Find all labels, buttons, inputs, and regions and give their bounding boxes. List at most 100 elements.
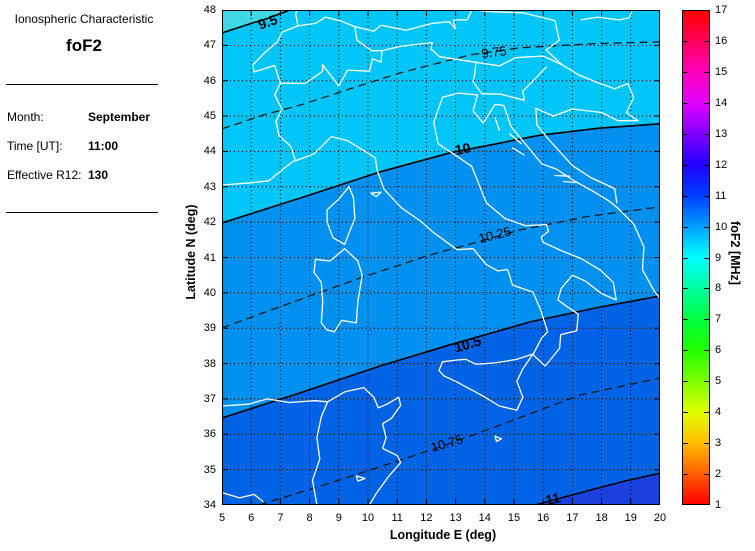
colorbar-tick-label: 6: [715, 344, 722, 357]
y-tick-label: 44: [203, 145, 216, 158]
field-value: 130: [88, 168, 109, 182]
y-tick-label: 45: [203, 110, 216, 123]
colorbar-tick-mark: [683, 226, 688, 228]
y-tick-label: 47: [203, 39, 216, 52]
contour-label-10: 10: [453, 139, 472, 158]
x-tick-label: 12: [420, 512, 433, 524]
outline-island-pag: [508, 133, 522, 145]
x-tick-label: 14: [478, 512, 491, 524]
field-label: Time [UT]:: [7, 139, 63, 153]
colorbar-tick-mark: [704, 381, 709, 383]
y-tick-label: 40: [203, 286, 216, 299]
y-tick-label: 41: [203, 251, 216, 264]
contour-band-10.5: [222, 296, 660, 505]
x-tick-label: 16: [537, 512, 550, 524]
x-tick-label: 18: [595, 512, 608, 524]
y-tick-label: 46: [203, 74, 216, 87]
colorbar-title: foF2 [MHz]: [728, 221, 742, 285]
outline-croatia-slovenia-border: [481, 66, 547, 101]
outline-algeria-tunisia-border: [311, 401, 329, 505]
y-tick-label: 36: [203, 428, 216, 441]
outline-italy-coast: [222, 92, 617, 367]
grid: [222, 10, 660, 505]
contour-line-10.5: [222, 295, 660, 419]
x-tick-label: 9: [335, 512, 342, 524]
y-tick-label: 48: [203, 4, 216, 16]
colorbar-tick-mark: [683, 412, 688, 414]
colorbar-tick-label: 3: [715, 437, 722, 450]
contour-line-10: [222, 123, 660, 224]
y-axis-title: Latitude N (deg): [184, 204, 198, 300]
colorbar-tick-label: 5: [715, 375, 722, 388]
colorbar-tick-mark: [704, 71, 709, 73]
contour-label-9.5: 9.5: [256, 11, 280, 33]
colorbar-tick-mark: [683, 195, 688, 197]
colorbar-tick-mark: [704, 40, 709, 42]
outline-sardinia: [313, 248, 363, 333]
contour-label-11: 11: [544, 489, 562, 505]
x-tick-label: 7: [277, 512, 284, 524]
outline-balkan-coast: [472, 94, 660, 299]
colorbar-tick-label: 7: [715, 313, 722, 326]
colorbar-tick-mark: [683, 381, 688, 383]
colorbar-tick-mark: [683, 164, 688, 166]
coastlines: [222, 10, 660, 505]
outline-geneva-link: [253, 64, 282, 84]
contour-lines: [222, 10, 660, 505]
colorbar-tick-label: 10: [715, 220, 728, 233]
colorbar-tick-mark: [683, 40, 688, 42]
outline-swiss-north-border: [252, 16, 383, 73]
colorbar-tick-label: 16: [715, 34, 728, 47]
colorbar-tick-mark: [704, 164, 709, 166]
outline-africa-coast: [222, 386, 402, 505]
colorbar-tick-mark: [704, 443, 709, 445]
outline-island-hvar: [562, 180, 576, 184]
colorbar-tick-mark: [704, 257, 709, 259]
colorbar-tick-mark: [683, 319, 688, 321]
y-tick-label: 38: [203, 357, 216, 370]
colorbar-tick-label: 17: [715, 4, 728, 16]
colorbar-tick-label: 12: [715, 158, 728, 171]
x-tick-label: 8: [306, 512, 313, 524]
outline-island-cres: [494, 117, 501, 131]
outline-austria-north-border: [354, 10, 473, 32]
x-tick-label: 10: [361, 512, 375, 524]
contour-label-9.75: 9.75: [480, 43, 507, 61]
outline-corsica: [326, 186, 356, 246]
colorbar-tick-mark: [704, 133, 709, 135]
outline-alpine-borders: [273, 41, 483, 160]
y-tick-label: 42: [203, 216, 216, 229]
outline-austria-east-border: [471, 10, 563, 66]
outline-slovenia-hungary-border: [475, 55, 629, 90]
outline-bosnia-border: [535, 107, 618, 204]
contour-line-11: [534, 472, 660, 505]
x-tick-label: 17: [566, 512, 579, 524]
x-tick-label: 19: [624, 512, 637, 524]
contour-line-10.25: [222, 206, 660, 329]
characteristic-name: foF2: [66, 36, 102, 55]
colorbar-tick-label: 2: [715, 468, 722, 481]
colorbar-tick-mark: [683, 257, 688, 259]
panel-title: Ionospheric Characteristic: [14, 12, 154, 26]
outline-island-brac: [554, 174, 571, 177]
colorbar-tick-mark: [704, 195, 709, 197]
colorbar-tick-label: 9: [715, 251, 722, 264]
colorbar-tick-mark: [704, 226, 709, 228]
colorbar-tick-mark: [704, 474, 709, 476]
colorbar-tick-mark: [683, 443, 688, 445]
colorbar-tick-label: 14: [715, 96, 728, 109]
outline-island-dugi: [511, 147, 525, 156]
outline-chott-algeria: [222, 491, 264, 503]
outline-malta: [494, 435, 503, 443]
contour-label-10.5: 10.5: [452, 332, 483, 355]
colorbar-tick-mark: [704, 288, 709, 290]
outline-danube-slovakia-border: [580, 10, 633, 21]
colorbar-tick-mark: [683, 71, 688, 73]
x-tick-label: 20: [653, 512, 667, 524]
colorbar-tick-mark: [683, 133, 688, 135]
y-tick-label: 39: [203, 322, 216, 335]
outline-danube-serbia-border: [625, 82, 639, 122]
